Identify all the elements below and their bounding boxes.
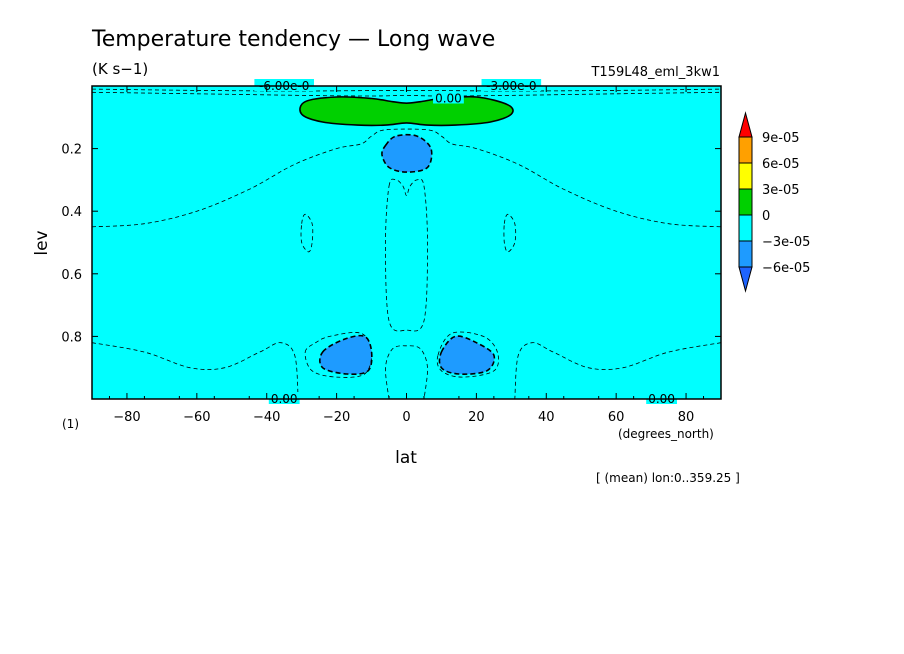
colorbar-label-3: 0 xyxy=(762,209,770,224)
contour-region-2 xyxy=(318,334,373,376)
colorbar-swatch-4 xyxy=(738,214,753,242)
x-axis-title: lat xyxy=(395,448,417,468)
x-tick-label-4: 0 xyxy=(402,410,410,425)
y-tick-label-3: 0.8 xyxy=(61,330,82,345)
colorbar-swatch-1 xyxy=(738,136,753,164)
contour-region-3 xyxy=(438,335,496,375)
dashed-contour-9 xyxy=(436,331,499,378)
dashed-contour-3 xyxy=(385,178,428,332)
y-axis-title: lev xyxy=(32,230,52,255)
colorbar-bottom-arrow xyxy=(738,266,753,293)
dashed-contour-7 xyxy=(514,342,721,399)
contour-label-bg-2 xyxy=(481,79,542,91)
y-tick-label-0: 0.2 xyxy=(61,143,82,158)
x-tick-label-5: 20 xyxy=(468,410,485,425)
footnote: [ (mean) lon:0..359.25 ] xyxy=(596,471,740,485)
y-tick-label-2: 0.6 xyxy=(61,268,82,283)
dashed-contour-4 xyxy=(300,213,314,253)
plot-background xyxy=(92,86,721,399)
contour-region-0 xyxy=(299,95,514,127)
colorbar-label-0: 9e-05 xyxy=(762,131,800,146)
colorbar-top-arrow xyxy=(738,111,753,138)
colorbar-swatch-5 xyxy=(738,240,753,268)
colorbar-label-1: 6e-05 xyxy=(762,157,800,172)
x-tick-label-3: −20 xyxy=(323,410,350,425)
x-tick-label-7: 60 xyxy=(608,410,625,425)
colorbar-swatch-3 xyxy=(738,188,753,216)
x-tick-label-1: −60 xyxy=(183,410,210,425)
chart-title: Temperature tendency — Long wave xyxy=(91,27,495,52)
colorbar-label-2: 3e-05 xyxy=(762,183,800,198)
units-label: (K s−1) xyxy=(92,60,148,78)
x-units-label: (degrees_north) xyxy=(618,427,714,441)
dashed-contour-5 xyxy=(503,213,517,253)
contour-label-bg-1 xyxy=(254,79,314,91)
colorbar: 9e-05 6e-05 3e-05 0 −3e-05 −6e-05 xyxy=(738,111,810,293)
x-tick-label-2: −40 xyxy=(253,410,280,425)
contour-label-bg-0 xyxy=(433,91,464,104)
experiment-label: T159L48_eml_3kw1 xyxy=(590,65,720,80)
y-tick-label-1: 0.4 xyxy=(61,205,82,220)
contour-region-1 xyxy=(381,133,433,173)
dashed-contour-8 xyxy=(304,332,373,378)
x-tick-label-6: 40 xyxy=(538,410,555,425)
contour-label-0: 0.00 xyxy=(435,92,462,106)
y-units-label: (1) xyxy=(62,417,79,431)
dashed-contour-1 xyxy=(92,91,721,97)
colorbar-swatch-2 xyxy=(738,162,753,190)
x-tick-label-8: 80 xyxy=(678,410,695,425)
dashed-contour-10 xyxy=(385,345,428,399)
plot-area xyxy=(92,86,721,399)
contour-label-bg-4 xyxy=(646,392,677,404)
colorbar-label-5: −6e-05 xyxy=(762,261,810,276)
dashed-contour-6 xyxy=(92,342,299,399)
x-tick-label-0: −80 xyxy=(113,410,140,425)
colorbar-label-4: −3e-05 xyxy=(762,235,810,250)
